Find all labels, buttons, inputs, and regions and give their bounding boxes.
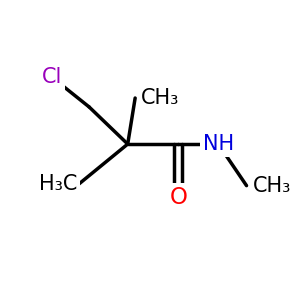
Text: NH: NH [203,134,234,154]
Text: CH₃: CH₃ [141,88,179,108]
Text: Cl: Cl [42,67,62,87]
Text: CH₃: CH₃ [253,176,291,196]
Text: H₃C: H₃C [39,174,77,194]
Text: O: O [169,186,187,209]
